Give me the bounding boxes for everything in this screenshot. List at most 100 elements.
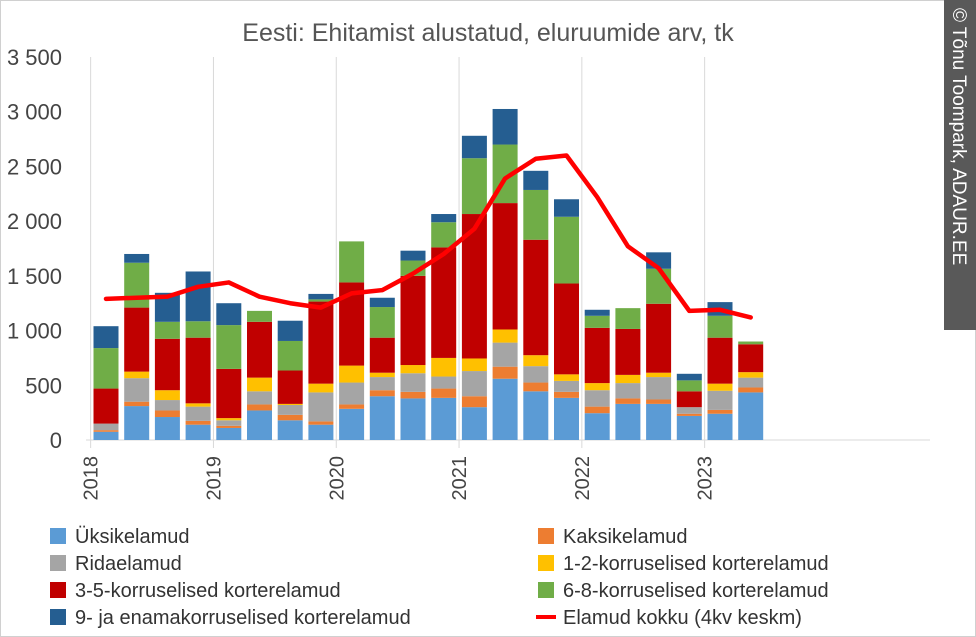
bar-segment xyxy=(185,420,211,425)
bar-segment xyxy=(646,372,672,378)
bar-segment xyxy=(492,203,518,330)
bar-segment xyxy=(124,401,150,407)
bar-segment xyxy=(492,366,518,379)
x-tick-label: 2022 xyxy=(572,456,594,501)
bar-segment xyxy=(707,390,733,410)
bar-segment xyxy=(339,404,365,409)
bar-segment xyxy=(308,301,334,384)
bar-segment xyxy=(461,158,487,215)
x-tick-label: 2018 xyxy=(81,456,103,501)
bar-segment xyxy=(584,390,610,407)
legend-label: Kaksikelamud xyxy=(563,526,688,548)
bar-segment xyxy=(93,423,119,431)
bar-segment xyxy=(738,344,764,373)
bar-segment xyxy=(277,414,303,421)
legend-swatch xyxy=(538,555,554,571)
bar-segment xyxy=(154,400,180,411)
chart-title: Eesti: Ehitamist alustatud, eluruumide a… xyxy=(242,19,734,47)
bar-segment xyxy=(216,420,242,426)
bar-segment xyxy=(707,413,733,440)
bar-segment xyxy=(154,390,180,401)
bar-segment xyxy=(247,404,272,411)
y-tick-label: 2 500 xyxy=(7,154,62,179)
bar-segment xyxy=(124,253,150,263)
y-tick-label: 0 xyxy=(50,428,62,453)
bar-segment xyxy=(676,407,702,414)
bar-segment xyxy=(308,293,334,300)
bar-segment xyxy=(154,417,180,440)
bar-segment xyxy=(615,308,641,329)
bar-segment xyxy=(216,368,242,419)
bar-segment xyxy=(646,303,672,373)
legend-label: 6-8-korruselised korterelamud xyxy=(563,580,829,602)
bar-segment xyxy=(554,380,579,392)
credit-background xyxy=(944,0,976,330)
bar-segment xyxy=(707,383,733,391)
bar-segment xyxy=(124,371,150,379)
bar-segment xyxy=(339,241,365,283)
bar-segment xyxy=(247,377,272,392)
bar-segment xyxy=(554,283,579,375)
bar-segment xyxy=(308,299,334,302)
bar-segment xyxy=(431,397,457,440)
bar-segment xyxy=(431,214,457,223)
y-axis-ticks: 0 500 1 000 1 500 2 000 2 500 3 000 3 500 xyxy=(7,45,62,453)
bar-segment xyxy=(676,413,702,416)
x-tick-label: 2023 xyxy=(695,456,717,501)
bar-segment xyxy=(738,387,764,393)
bar-segment xyxy=(461,407,487,440)
average-line-path xyxy=(103,153,753,320)
average-line xyxy=(103,153,753,320)
bar-segment xyxy=(554,374,579,381)
legend-label: Elamud kokku (4kv keskm) xyxy=(563,607,802,629)
bar-segment xyxy=(93,431,119,440)
bar-segment xyxy=(492,378,518,440)
legend-label: 9- ja enamakorruselised korterelamud xyxy=(75,607,411,629)
bar-segment xyxy=(738,392,764,440)
bar-segment xyxy=(646,403,672,440)
bar-segment xyxy=(707,337,733,384)
y-tick-label: 1 500 xyxy=(7,264,62,289)
bar-segment xyxy=(615,403,641,440)
legend-label: 1-2-korruselised korterelamud xyxy=(563,553,829,575)
y-tick-label: 1 000 xyxy=(7,319,62,344)
bar-segment xyxy=(431,376,457,389)
bar-segment xyxy=(277,340,303,371)
legend-label: 3-5-korruselised korterelamud xyxy=(75,580,341,602)
bar-segment xyxy=(554,397,579,440)
x-tick-label: 2020 xyxy=(326,456,348,501)
bar-segment xyxy=(124,262,150,308)
bar-segment xyxy=(615,398,641,404)
bar-segment xyxy=(216,425,242,428)
bar-segment xyxy=(277,420,303,440)
legend-swatch xyxy=(50,555,66,571)
bar-segment xyxy=(461,371,487,397)
bar-segment xyxy=(124,406,150,440)
bar-segment xyxy=(308,421,334,425)
bar-segment xyxy=(584,383,610,391)
bar-segment xyxy=(369,307,395,338)
x-tick-label: 2019 xyxy=(203,456,225,501)
bar-segment xyxy=(615,374,641,384)
y-tick-label: 2 000 xyxy=(7,209,62,234)
legend-swatch xyxy=(50,609,66,625)
bar-segment xyxy=(369,396,395,440)
bar-segment xyxy=(339,408,365,440)
bar-segment xyxy=(431,222,457,248)
bar-segment xyxy=(431,388,457,398)
bar-segment xyxy=(185,406,211,421)
bar-segment xyxy=(646,399,672,404)
bar-segment xyxy=(247,310,272,322)
bar-segment xyxy=(216,418,242,421)
bar-segment xyxy=(615,383,641,399)
bar-segment xyxy=(738,341,764,345)
bar-segment xyxy=(738,372,764,378)
bar-segment xyxy=(216,303,242,326)
bar-segment xyxy=(461,135,487,159)
bar-segment xyxy=(707,409,733,414)
bar-segment xyxy=(400,250,426,261)
bar-segment xyxy=(185,424,211,440)
bar-segment xyxy=(461,396,487,408)
bar-segment xyxy=(339,382,365,405)
